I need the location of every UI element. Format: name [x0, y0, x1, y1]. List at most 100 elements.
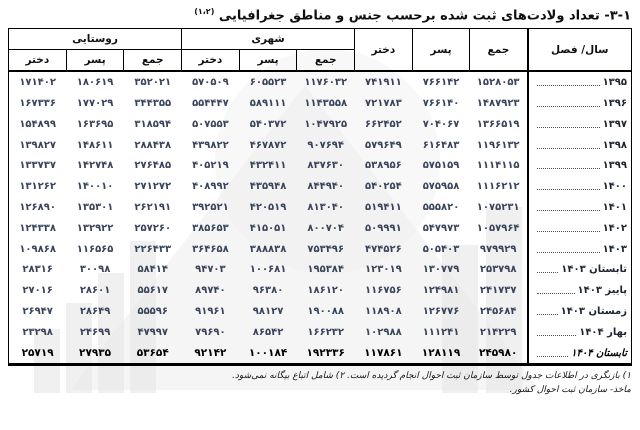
- cell-u_total: ۱۱۴۳۵۵۸: [304, 98, 348, 110]
- dotted-leader: [536, 334, 577, 336]
- cell-u_girl: ۷۹۶۹۰: [195, 326, 226, 338]
- cell-r_boy: ۱۸۰۶۱۹: [76, 77, 114, 89]
- watermark-bar-icon: [34, 329, 60, 393]
- cell-total: ۱۰۷۵۲۳۱: [476, 202, 520, 213]
- cell-total: ۲۴۵۹۸۰: [478, 347, 518, 360]
- cell-r_boy: ۱۷۷۰۲۹: [76, 98, 114, 110]
- cell-total: ۱۱۱۴۱۱۵: [476, 160, 520, 172]
- row-label-cell: ۱۴۰۱: [526, 197, 632, 218]
- cell-u_boy: ۶۰۵۵۲۳: [249, 77, 287, 89]
- table-row: ۱۳۹۸ ۱۱۹۶۱۳۲ ۶۱۶۴۸۳ ۵۷۹۶۴۹ ۹۰۷۶۹۴ ۴۶۷۸۷۲ ۴۳۹۸۲…: [9, 134, 632, 156]
- row-label: زمستان ۱۴۰۳: [560, 305, 627, 317]
- table-header: سال/ فصل جمع پسر دختر شهری روستایی جمع پ…: [7, 28, 632, 72]
- row-label-cell: ۱۳۹۷: [526, 113, 632, 135]
- cell-boy: ۱۱۱۲۴۱: [422, 326, 460, 338]
- cell-r_total: ۲۵۷۲۶۰: [134, 222, 172, 234]
- cell-u_total: ۱۹۰۰۸۸: [307, 305, 345, 317]
- cell-r_boy: ۲۷۹۳۵: [79, 347, 112, 360]
- cell-r_boy: ۲۴۶۹۹: [79, 326, 111, 338]
- cell-r_boy: ۱۳۲۹۲۲: [76, 222, 114, 234]
- row-label-cell: تابستان ۱۴۰۴: [526, 342, 632, 365]
- table-row: زمستان ۱۴۰۳ ۲۴۵۶۸۴ ۱۲۶۷۷۶ ۱۱۸۹۰۸ ۱۹۰۰۸۸ ۹۸۱۲۷…: [9, 301, 632, 322]
- cell-r_total: ۲۷۶۴۸۵: [134, 160, 172, 172]
- cell-r_total: ۳۱۸۵۹۴: [134, 118, 172, 130]
- cell-r_boy: ۲۸۶۴۹: [79, 305, 111, 317]
- row-label: ۱۴۰۳: [602, 243, 627, 255]
- watermark-bar-icon: [130, 241, 156, 393]
- cell-u_total: ۱۰۴۷۹۲۵: [304, 118, 348, 130]
- cell-girl: ۵۱۹۴۱۱: [365, 202, 402, 213]
- dotted-leader: [536, 189, 600, 191]
- cell-boy: ۷۰۴۰۶۷: [422, 118, 460, 130]
- cell-r_boy: ۱۴۸۶۱۱: [76, 139, 114, 151]
- row-label: تابستان ۱۴۰۴: [571, 347, 627, 359]
- row-label: ۱۳۹۵: [602, 77, 627, 89]
- cell-r_girl: ۱۳۳۷۳۷: [19, 160, 56, 172]
- cell-girl: ۷۲۱۷۸۳: [365, 98, 402, 110]
- dotted-leader: [536, 106, 600, 108]
- dotted-leader: [536, 85, 600, 87]
- cell-boy: ۱۳۰۷۷۹: [422, 264, 460, 276]
- table-row: ۱۳۹۵ ۱۵۲۸۰۵۳ ۷۶۶۱۴۲ ۷۴۱۹۱۱ ۱۱۷۶۰۳۲ ۶۰۵۵۲۳ ۵۷۰۵…: [9, 71, 632, 94]
- cell-r_total: ۵۸۴۱۴: [137, 264, 168, 276]
- cell-r_total: ۵۳۶۵۴: [136, 347, 169, 360]
- cell-boy: ۵۰۵۴۰۳: [422, 243, 460, 255]
- cell-r_boy: ۱۱۶۵۶۵: [76, 243, 114, 255]
- cell-total: ۱۳۶۶۵۱۹: [476, 118, 520, 130]
- cell-girl: ۱۱۸۹۰۸: [365, 305, 402, 317]
- cell-total: ۹۷۹۹۲۹: [479, 243, 517, 255]
- row-label-cell: ۱۳۹۸: [526, 134, 632, 156]
- cell-boy: ۵۷۵۹۵۸: [422, 181, 460, 193]
- cell-total: ۲۱۴۲۲۹: [479, 326, 517, 338]
- cell-r_girl: ۱۰۹۸۶۸: [19, 243, 56, 255]
- header-year-season: سال/ فصل: [526, 28, 632, 72]
- table-row: تابستان ۱۴۰۴ ۲۴۵۹۸۰ ۱۲۸۱۱۹ ۱۱۷۸۶۱ ۱۹۲۳۳۶ ۱۰۰۱…: [9, 342, 632, 365]
- footnotes: ۱) بازنگری در اطلاعات جدول توسط سازمان ث…: [0, 370, 631, 397]
- cell-total: ۱۵۲۸۰۵۳: [476, 77, 520, 89]
- row-label-cell: ۱۴۰۳: [526, 238, 632, 260]
- cell-boy: ۵۷۵۱۵۹: [422, 160, 460, 172]
- watermark-bar-icon: [66, 303, 92, 393]
- cell-r_total: ۲۶۲۱۹۱: [134, 202, 172, 213]
- header-urban-girl: دختر: [181, 49, 240, 72]
- cell-r_boy: ۱۳۵۳۰۱: [76, 202, 114, 213]
- cell-u_girl: ۹۴۷۰۳: [195, 264, 226, 276]
- cell-u_girl: ۵۷۰۵۰۹: [192, 77, 229, 89]
- cell-r_total: ۲۷۱۲۷۲: [134, 181, 172, 193]
- cell-total: ۲۴۵۶۸۴: [479, 305, 517, 317]
- cell-r_boy: ۳۰۰۹۸: [79, 264, 111, 276]
- cell-girl: ۵۴۰۲۵۴: [365, 181, 402, 193]
- row-label: پاییز ۱۴۰۳: [577, 285, 627, 297]
- cell-girl: ۵۷۹۶۴۹: [365, 139, 402, 151]
- cell-u_boy: ۴۶۷۸۷۲: [249, 139, 287, 151]
- header-rural-girl: دختر: [8, 49, 67, 72]
- cell-boy: ۷۶۶۱۴۲: [422, 77, 460, 89]
- cell-u_boy: ۹۶۳۸۰: [252, 285, 284, 297]
- table-row: تابستان ۱۴۰۳ ۲۵۳۷۹۸ ۱۳۰۷۷۹ ۱۲۳۰۱۹ ۱۹۵۳۸۴ ۱۰۰۶…: [9, 259, 632, 281]
- dotted-leader: [536, 251, 600, 253]
- document-page: ۳-۱- تعداد ولادت‌های ثبت شده برحسب جنس و…: [0, 7, 640, 430]
- cell-girl: ۷۴۱۹۱۱: [365, 77, 402, 89]
- dotted-leader: [536, 126, 600, 128]
- cell-r_boy: ۱۴۰۰۱۰: [76, 181, 114, 193]
- cell-u_total: ۱۹۲۳۳۶: [306, 347, 345, 360]
- cell-u_girl: ۴۳۹۸۲۲: [192, 139, 229, 151]
- dotted-leader: [536, 168, 600, 170]
- header-urban-total: جمع: [296, 49, 356, 72]
- cell-u_girl: ۴۰۸۹۹۲: [192, 181, 229, 193]
- cell-r_boy: ۱۶۳۶۹۵: [76, 118, 114, 130]
- cell-r_girl: ۱۲۶۸۹۰: [19, 202, 56, 213]
- cell-u_boy: ۵۴۰۳۷۲: [249, 118, 287, 130]
- table-row: پاییز ۱۴۰۳ ۲۴۱۷۳۷ ۱۲۴۹۸۱ ۱۱۶۷۵۶ ۱۸۶۱۲۰ ۹۶۳۸۰ ۸…: [9, 280, 632, 302]
- cell-r_girl: ۱۷۱۴۰۲: [19, 77, 56, 89]
- cell-u_boy: ۱۰۰۱۸۴: [248, 347, 288, 360]
- header-total: جمع: [469, 28, 528, 72]
- cell-u_boy: ۴۱۵۰۵۱: [249, 222, 287, 234]
- cell-r_girl: ۱۶۷۳۳۶: [19, 98, 56, 110]
- cell-u_girl: ۳۸۵۶۵۳: [192, 222, 229, 234]
- row-label-cell: ۱۳۹۶: [526, 93, 632, 114]
- cell-total: ۱۱۹۶۱۳۲: [476, 139, 520, 151]
- cell-u_total: ۱۱۷۶۰۳۲: [304, 77, 348, 89]
- cell-girl: ۶۶۲۴۵۲: [365, 118, 402, 130]
- cell-boy: ۱۲۴۹۸۱: [422, 285, 460, 297]
